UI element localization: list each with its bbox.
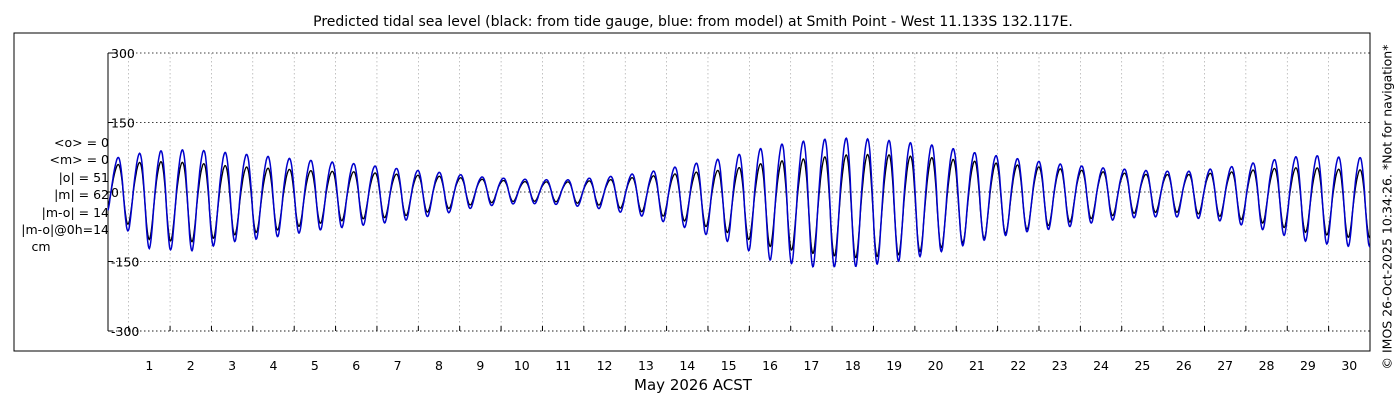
x-tick-label: 29 <box>1300 358 1316 373</box>
x-tick-label: 30 <box>1341 358 1357 373</box>
x-tick-label: 12 <box>597 358 613 373</box>
x-tick-label: 27 <box>1217 358 1233 373</box>
x-tick-label: 16 <box>762 358 778 373</box>
x-tick-label: 22 <box>1010 358 1026 373</box>
stat-abs-diff: |m-o| = 14 <box>41 204 109 220</box>
x-tick-label: 25 <box>1134 358 1150 373</box>
x-tick-label: 9 <box>476 358 484 373</box>
x-tick-label: 14 <box>679 358 695 373</box>
y-tick-label: -150 <box>111 255 139 270</box>
series-group <box>107 137 1371 268</box>
x-tick-label: 1 <box>145 358 153 373</box>
x-tick-label: 11 <box>555 358 571 373</box>
x-tick-label: 2 <box>187 358 195 373</box>
x-tick-label: 17 <box>803 358 819 373</box>
model-series-line <box>107 137 1371 268</box>
y-tick-label: 0 <box>111 185 119 200</box>
x-axis-ticks: 1 2 3 4 5 6 7 8 9 10 11 12 13 14 15 16 17 18 19 20 21 22 23 24 2… <box>128 326 1357 373</box>
x-tick-label: 20 <box>928 358 944 373</box>
outer-frame <box>13 32 1371 352</box>
x-axis-label: May 2026 ACST <box>634 376 753 394</box>
stat-abs-model: |m| = 62 <box>54 187 109 203</box>
y-tick-label: -300 <box>111 324 139 339</box>
chart-title: Predicted tidal sea level (black: from t… <box>313 14 1073 30</box>
x-tick-label: 7 <box>394 358 402 373</box>
x-tick-label: 15 <box>721 358 737 373</box>
stat-mean-model: <m> = 0 <box>49 152 110 168</box>
grid-lines <box>108 52 1370 332</box>
x-tick-label: 24 <box>1093 358 1109 373</box>
stat-mean-observed: <o> = 0 <box>54 135 109 150</box>
x-tick-label: 13 <box>638 358 654 373</box>
x-tick-label: 23 <box>1052 358 1068 373</box>
x-tick-label: 28 <box>1259 358 1275 373</box>
x-tick-label: 8 <box>435 358 443 373</box>
stat-abs-observed: |o| = 51 <box>58 169 109 185</box>
x-tick-label: 3 <box>228 358 236 373</box>
x-tick-label: 26 <box>1176 358 1192 373</box>
x-tick-label: 5 <box>311 358 319 373</box>
x-tick-label: 18 <box>845 358 861 373</box>
stats-panel: <o> = 0 <m> = 0 |o| = 51 |m| = 62 |m-o| … <box>0 134 112 256</box>
copyright-note: © IMOS 26-Oct-2025 10:34:26. *Not for na… <box>1379 44 1395 370</box>
x-tick-label: 6 <box>352 358 360 373</box>
x-tick-label: 21 <box>969 358 985 373</box>
y-tick-label: 300 <box>111 46 135 61</box>
stat-unit: cm <box>31 239 51 255</box>
x-tick-label: 19 <box>886 358 902 373</box>
x-tick-label: 10 <box>514 358 530 373</box>
y-tick-label: 150 <box>111 116 135 131</box>
x-tick-label: 4 <box>270 358 278 373</box>
y-axis-ticks: 300 150 0 -150 -300 <box>108 46 139 339</box>
stat-abs-diff-0h: |m-o|@0h=14 <box>21 222 109 238</box>
